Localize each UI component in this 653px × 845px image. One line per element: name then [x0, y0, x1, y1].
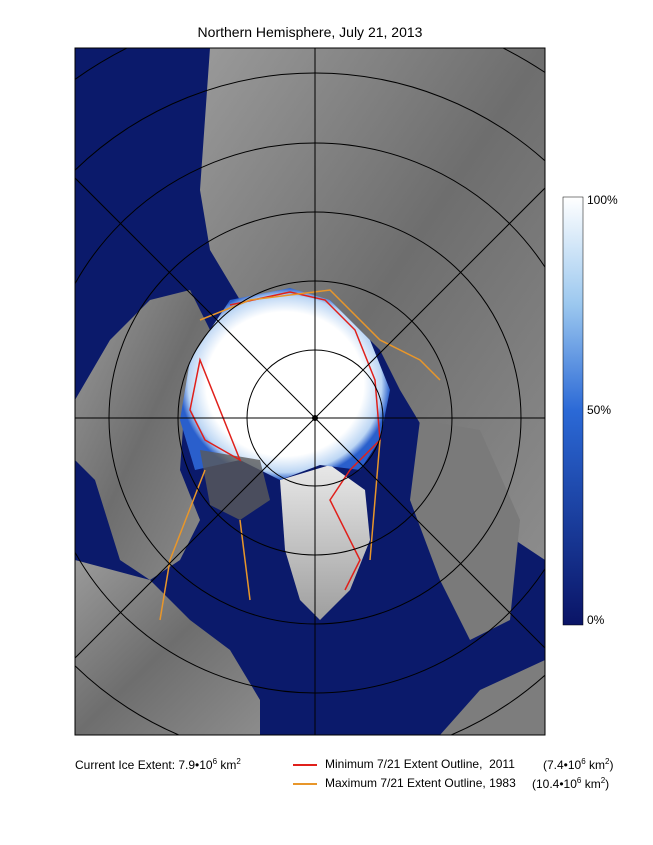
exponent: 6 — [212, 757, 218, 766]
legend-extent: (10.4•106 km2) — [532, 776, 609, 791]
colorbar-label: 100% — [587, 193, 618, 207]
exponent: 6 — [581, 757, 586, 766]
colorbar-label: 0% — [587, 613, 605, 627]
legend-label: Minimum 7/21 Extent Outline, 2011 — [325, 757, 515, 771]
text: (7.4•10 — [543, 758, 582, 772]
text: Current Ice Extent: 7.9•10 — [75, 758, 213, 772]
text: ) — [605, 777, 610, 791]
colorbar-label: 50% — [587, 403, 612, 417]
text: (10.4•10 — [532, 777, 577, 791]
legend-label: Maximum 7/21 Extent Outline, 1983 — [325, 776, 516, 790]
exponent: 2 — [600, 776, 606, 785]
exponent: 6 — [576, 776, 582, 785]
current-extent: Current Ice Extent: 7.9•106 km2 — [75, 757, 241, 772]
text: ) — [609, 758, 614, 772]
unit: km — [585, 758, 606, 772]
exponent: 2 — [605, 757, 610, 766]
unit: km — [217, 758, 237, 772]
colorbar — [562, 196, 584, 626]
legend-line — [293, 764, 317, 766]
legend-line — [293, 783, 317, 785]
unit: km — [581, 777, 601, 791]
map-frame — [74, 47, 546, 736]
title: Northern Hemisphere, July 21, 2013 — [197, 24, 423, 40]
exponent: 2 — [236, 757, 241, 766]
legend-extent: (7.4•106 km2) — [543, 757, 613, 772]
